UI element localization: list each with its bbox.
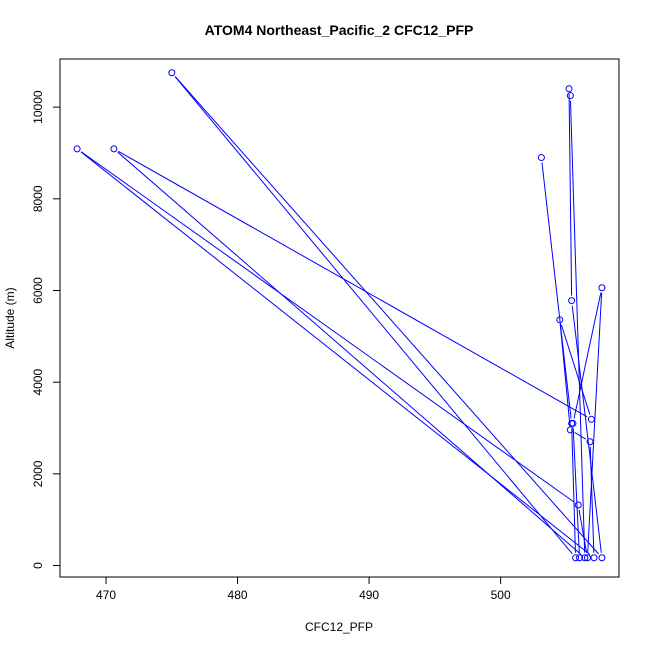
series-lines	[80, 76, 603, 556]
y-axis-label: Altitude (m)	[3, 287, 17, 348]
data-point	[569, 419, 577, 427]
data-point	[566, 426, 574, 434]
series-segment	[174, 76, 573, 555]
series-segment	[573, 292, 602, 419]
series-segment	[80, 151, 591, 556]
y-axis: 0 2000 4000 6000 8000 10000	[31, 90, 61, 569]
chart-title: ATOM4 Northeast_Pacific_2 CFC12_PFP	[205, 22, 474, 38]
data-point	[576, 554, 584, 562]
data-point	[590, 554, 598, 562]
data-point	[556, 316, 564, 324]
series-segment	[559, 324, 571, 425]
series-segment	[578, 509, 588, 553]
data-point	[565, 85, 573, 93]
series-segment	[80, 151, 575, 503]
series-segment	[174, 76, 599, 555]
data-point	[587, 415, 595, 423]
data-point	[537, 154, 545, 162]
data-point	[110, 145, 118, 153]
data-point	[598, 554, 606, 562]
series-segment	[118, 150, 588, 418]
y-tick-label: 8000	[31, 185, 45, 212]
data-point	[586, 438, 594, 446]
series-segment	[568, 93, 573, 296]
x-tick-label: 470	[96, 588, 116, 602]
data-point	[566, 92, 574, 100]
data-point	[574, 501, 582, 509]
x-axis: 470 480 490 500	[96, 576, 511, 602]
series-segment	[574, 432, 587, 440]
series-points	[73, 69, 606, 562]
y-tick-label: 4000	[31, 369, 45, 396]
x-tick-label: 480	[228, 588, 248, 602]
y-tick-label: 10000	[31, 90, 45, 124]
series-segment	[587, 292, 603, 553]
series-segment	[571, 305, 602, 553]
series-segment	[117, 151, 582, 555]
data-point	[598, 284, 606, 292]
series-segment	[541, 162, 572, 419]
data-point	[583, 554, 591, 562]
series-segment	[560, 324, 591, 415]
data-point	[568, 297, 576, 305]
y-tick-label: 0	[31, 562, 45, 569]
y-tick-label: 6000	[31, 277, 45, 304]
data-point	[581, 554, 589, 562]
series-segment	[572, 428, 580, 553]
series-segment	[571, 428, 576, 553]
x-tick-label: 500	[491, 588, 511, 602]
x-tick-label: 490	[359, 588, 379, 602]
data-point	[73, 145, 81, 153]
series-segment	[569, 100, 586, 553]
y-tick-label: 2000	[31, 460, 45, 487]
x-axis-label: CFC12_PFP	[305, 620, 373, 634]
series-segment	[589, 446, 595, 553]
data-point	[572, 554, 580, 562]
data-point	[168, 69, 176, 77]
